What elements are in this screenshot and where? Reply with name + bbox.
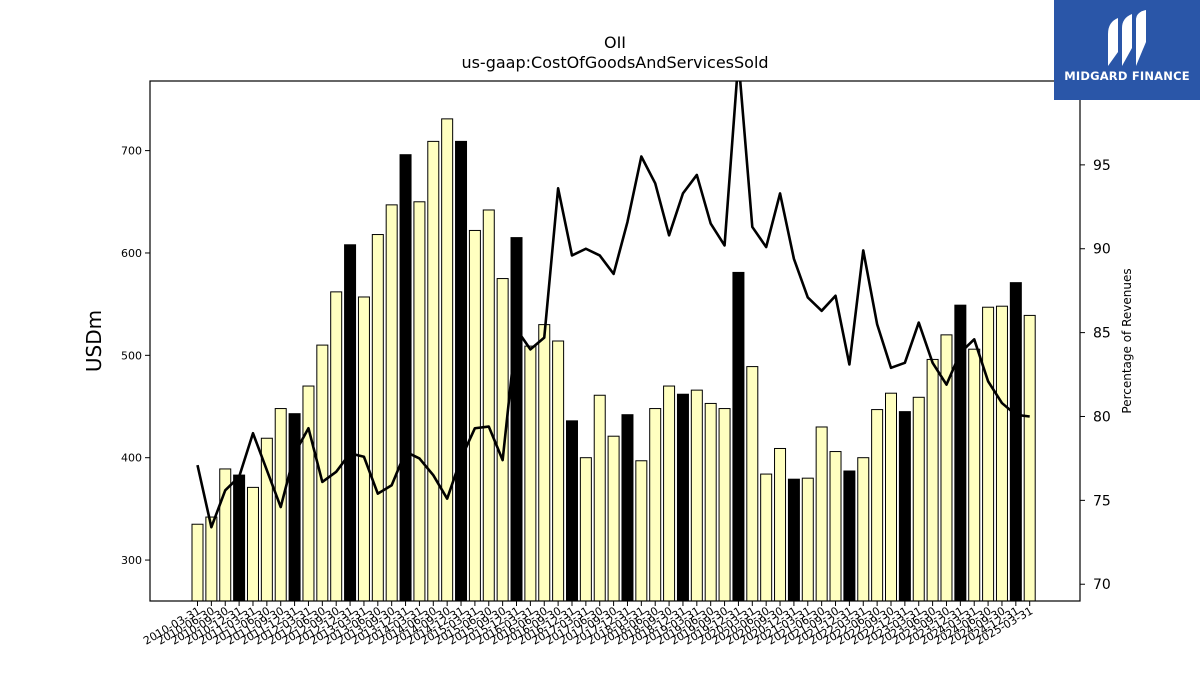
bar <box>829 451 842 601</box>
plot-frame <box>149 80 1081 602</box>
bar <box>399 154 412 601</box>
bar <box>441 118 454 601</box>
bar <box>649 408 662 601</box>
bar <box>885 392 897 601</box>
bar <box>1023 314 1036 601</box>
y-tick-label: 400 <box>121 452 142 465</box>
bar <box>732 271 745 601</box>
bar <box>857 457 870 601</box>
bar <box>330 291 343 601</box>
bar <box>593 394 606 601</box>
bar <box>357 296 370 601</box>
bar <box>690 389 703 601</box>
percentage-line <box>196 81 1030 529</box>
brand-logo: MIDGARD FINANCE <box>1054 0 1200 100</box>
bar <box>787 478 800 601</box>
y2-tick-label: 70 <box>1093 577 1111 593</box>
bar <box>233 474 246 601</box>
bars-layer <box>191 118 1036 601</box>
bar <box>982 306 995 601</box>
bar <box>191 523 204 601</box>
bar <box>968 348 981 601</box>
y2-tick-label: 85 <box>1093 326 1111 342</box>
bar <box>510 237 523 601</box>
bar <box>524 345 537 601</box>
bar <box>843 470 856 601</box>
bar <box>496 278 509 601</box>
bar <box>940 334 953 601</box>
logo-mark-icon <box>1108 10 1146 66</box>
bar <box>954 304 967 601</box>
bar <box>871 409 884 601</box>
bar <box>413 201 426 601</box>
y2-tick-label: 75 <box>1093 493 1111 509</box>
y2-tick-label: 95 <box>1093 158 1111 174</box>
bar <box>288 413 301 601</box>
bar <box>760 473 773 601</box>
bar <box>663 385 676 601</box>
logo-text: MIDGARD FINANCE <box>1064 69 1190 83</box>
bar <box>219 468 232 601</box>
bar <box>538 324 551 601</box>
bar <box>205 516 218 601</box>
bar <box>995 305 1008 601</box>
bar <box>801 477 814 601</box>
bar <box>1009 282 1022 601</box>
bar <box>385 204 398 601</box>
bar <box>455 140 468 601</box>
y2-tick-label: 90 <box>1093 242 1111 258</box>
bar <box>718 408 731 601</box>
bar <box>704 402 717 601</box>
bar <box>635 460 648 601</box>
bar <box>579 457 592 601</box>
bar <box>371 234 384 601</box>
bar <box>774 447 787 601</box>
y-tick-label: 500 <box>121 349 142 362</box>
y2-axis-label: Percentage of Revenues <box>1120 268 1134 413</box>
bar <box>246 486 259 601</box>
bar <box>607 435 620 601</box>
y-tick-label: 600 <box>121 247 142 260</box>
y-tick-label: 700 <box>121 145 142 158</box>
bar <box>926 358 939 601</box>
bar <box>898 411 911 601</box>
chart-subtitle: us-gaap:CostOfGoodsAndServicesSold <box>461 53 768 72</box>
bar <box>344 244 357 601</box>
bar <box>468 229 481 601</box>
bar <box>676 393 689 601</box>
axes-layer: 3004005006007007075808590952010-03-31201… <box>121 80 1111 648</box>
bar <box>316 344 329 601</box>
bar <box>565 420 578 601</box>
bar <box>427 140 440 601</box>
bar <box>302 385 315 601</box>
bar <box>746 366 759 601</box>
y2-tick-label: 80 <box>1093 409 1111 425</box>
y-axis-label: USDm <box>82 310 106 372</box>
bar <box>621 414 634 601</box>
bar <box>552 340 565 601</box>
line-layer <box>196 81 1030 529</box>
y-tick-label: 300 <box>121 554 142 567</box>
bar <box>912 396 925 601</box>
bar <box>815 426 828 601</box>
bar <box>482 209 495 601</box>
chart-title: OII <box>604 33 626 52</box>
